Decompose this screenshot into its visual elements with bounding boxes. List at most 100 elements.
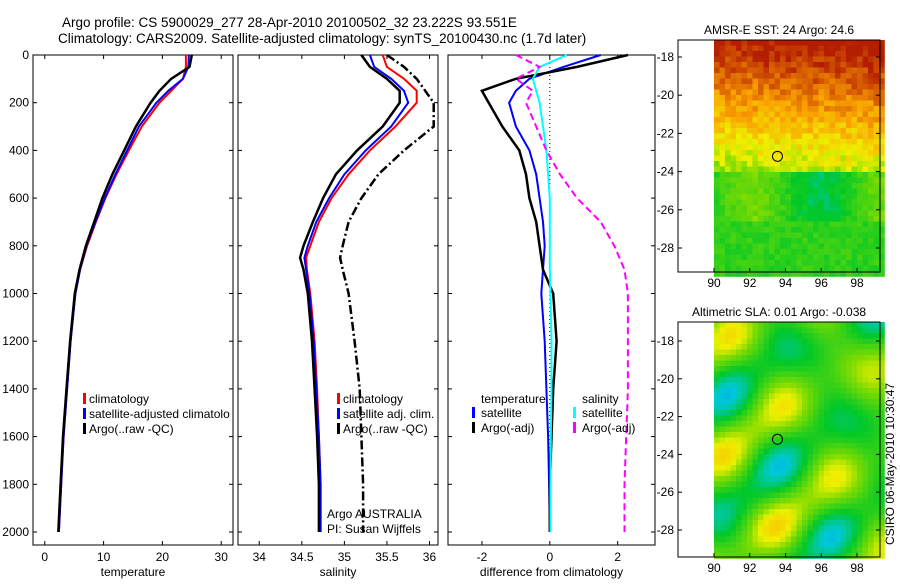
map-cell	[758, 205, 764, 211]
map-cell	[747, 355, 753, 361]
map-cell	[868, 553, 874, 559]
map-cell	[769, 382, 775, 389]
map-cell	[780, 133, 786, 140]
map-cell	[791, 249, 797, 255]
map-cell	[807, 333, 814, 339]
map-cell	[791, 238, 797, 244]
map-cell	[796, 349, 803, 356]
map-cell	[818, 404, 825, 411]
map-cell	[769, 410, 775, 416]
map-cell	[741, 260, 748, 266]
map-cell	[873, 161, 880, 167]
map-cell	[835, 194, 841, 200]
map-cell	[835, 465, 841, 471]
map-cell	[829, 221, 836, 228]
map-cell	[774, 338, 781, 345]
map-cell	[769, 133, 775, 140]
map-cell	[835, 410, 841, 416]
map-cell	[857, 371, 863, 378]
map-cell	[879, 89, 885, 96]
map-cell	[873, 227, 880, 233]
map-cell	[725, 205, 731, 211]
map-cell	[829, 481, 836, 488]
map-cell	[835, 166, 841, 173]
map-cell	[763, 194, 770, 200]
map-cell	[719, 111, 726, 118]
map-cell	[813, 89, 819, 96]
map-cell	[730, 51, 737, 57]
map-cell	[736, 78, 742, 85]
map-cell	[736, 514, 742, 521]
map-cell	[796, 377, 803, 383]
map-cell	[785, 388, 792, 394]
map-cell	[818, 371, 825, 378]
map-cell	[851, 89, 858, 96]
map-cell	[769, 525, 775, 532]
map-cell	[829, 476, 836, 482]
map-cell	[763, 249, 770, 255]
map-cell	[851, 476, 858, 482]
map-cell	[719, 366, 726, 372]
map-cell	[725, 322, 731, 328]
map-cell	[873, 454, 880, 460]
map-cell	[873, 216, 880, 222]
y-tick-label: 1800	[2, 477, 29, 491]
map-cell	[763, 128, 770, 134]
map-cell	[851, 536, 858, 543]
map-cell	[769, 161, 775, 167]
map-cell	[747, 45, 753, 52]
map-cell	[862, 525, 869, 532]
map-cell	[758, 166, 764, 173]
map-cell	[824, 322, 830, 328]
map-cell	[736, 221, 742, 228]
map-cell	[862, 509, 869, 515]
map-cell	[725, 421, 731, 427]
map-cell	[769, 355, 775, 361]
map-cell	[763, 166, 770, 173]
map-cell	[747, 133, 753, 140]
map-cell	[730, 476, 737, 482]
map-cell	[807, 382, 814, 389]
map-cell	[807, 117, 814, 123]
map-cell	[725, 327, 731, 334]
map-cell	[747, 525, 753, 532]
map-cell	[862, 338, 869, 345]
map-cell	[769, 487, 775, 493]
map-cell	[714, 139, 720, 145]
map-cell	[846, 393, 852, 400]
map-cell	[780, 426, 786, 433]
map-cell	[818, 393, 825, 400]
map-cell	[818, 481, 825, 488]
map-cell	[857, 161, 863, 167]
map-cell	[747, 155, 753, 162]
map-cell	[818, 194, 825, 200]
map-cell	[725, 366, 731, 372]
map-cell	[829, 122, 836, 129]
map-cell	[807, 194, 814, 200]
map-cell	[725, 476, 731, 482]
map-cell	[873, 498, 880, 504]
map-cell	[747, 404, 753, 411]
map-cell	[758, 254, 764, 261]
map-cell	[725, 243, 731, 250]
map-cell	[796, 553, 803, 559]
map-cell	[879, 45, 885, 52]
map-cell	[719, 155, 726, 162]
map-cell	[802, 492, 808, 499]
map-cell	[736, 382, 742, 389]
map-cell	[774, 221, 781, 228]
map-cell	[730, 404, 737, 411]
map-cell	[840, 426, 847, 433]
map-cell	[719, 503, 726, 510]
map-cell	[752, 210, 759, 217]
map-cell	[802, 443, 808, 449]
map-cell	[730, 388, 737, 394]
x-tick-label: 96	[815, 561, 829, 575]
y-tick-label: -20	[657, 372, 675, 386]
map-cell	[857, 84, 863, 90]
map-cell	[752, 111, 759, 118]
map-cell	[813, 432, 819, 438]
map-cell	[741, 333, 748, 339]
map-cell	[873, 443, 880, 449]
map-cell	[730, 399, 737, 405]
